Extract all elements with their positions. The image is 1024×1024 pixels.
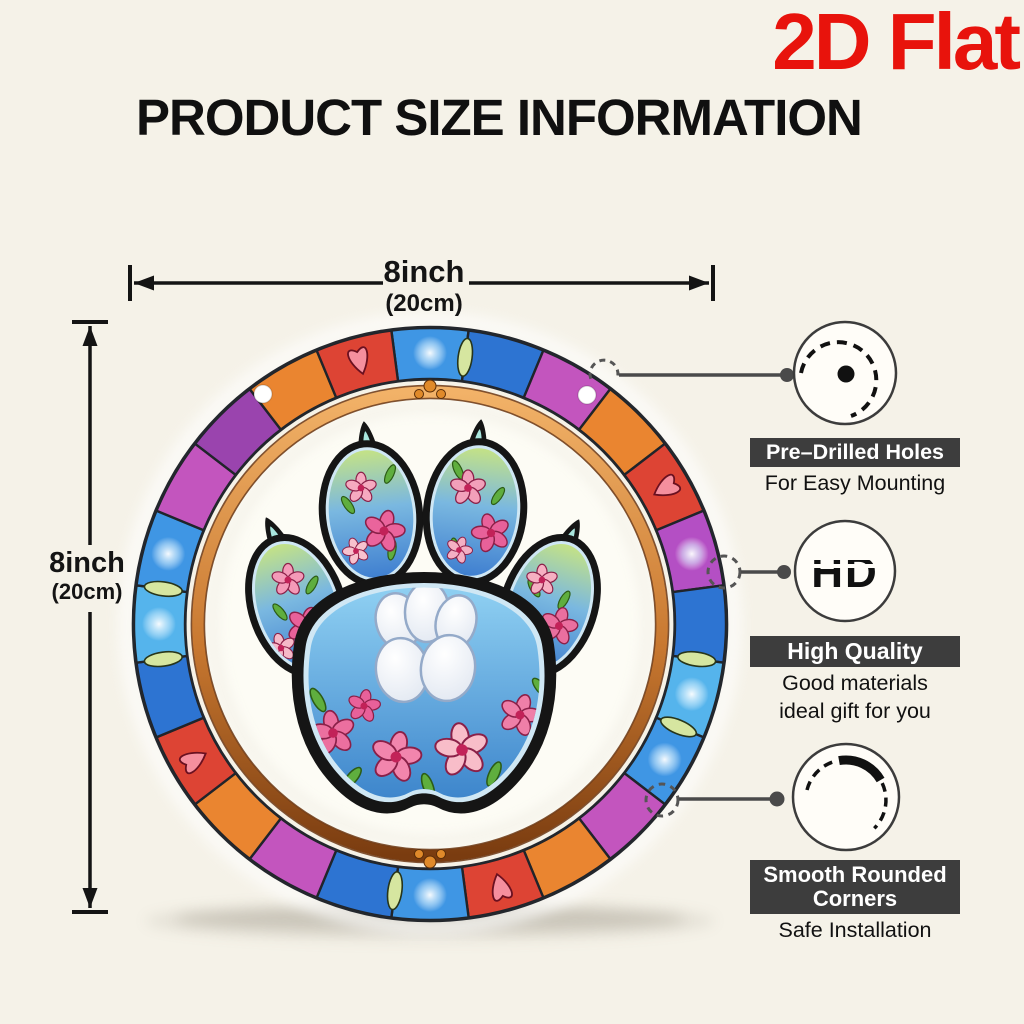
corner-marker [644,782,680,818]
paw-pad-stones [374,587,478,704]
feature-subtext-line2: ideal gift for you [779,698,931,723]
width-dimension [128,265,715,301]
leader-lines [619,373,787,801]
berry-ornaments [414,379,446,869]
height-dimension-label: 8inch (20cm) [25,548,149,604]
paw-artwork [245,417,601,814]
width-dimension-label: 8inch (20cm) [324,254,524,317]
quality-marker [706,554,742,590]
feature-subtext: Good materials ideal gift for you [750,670,960,726]
width-value: 8inch [383,254,465,289]
hd-icon [793,519,897,623]
feature-subtext-line1: Good materials [782,670,928,695]
feature-heading: High Quality [750,636,960,667]
flat-style-badge: 2D Flat [772,0,1021,86]
feature-smooth-rounded-corners: Smooth Rounded Corners Safe Installation [750,860,960,944]
page-title: PRODUCT SIZE INFORMATION [136,89,863,146]
pre-drilled-holes [253,384,597,405]
height-value: 8inch [49,547,125,579]
width-metric: (20cm) [385,289,463,317]
height-metric: (20cm) [51,579,123,605]
feature-heading: Pre–Drilled Holes [750,438,960,468]
feature-subtext: Safe Installation [778,917,932,942]
feature-markers [588,358,742,818]
feature-heading: Smooth Rounded Corners [750,860,960,914]
hole-marker [588,358,620,380]
hd-glyph: HD [811,548,879,597]
feature-pre-drilled-holes: Pre–Drilled Holes For Easy Mounting [750,438,960,498]
height-dimension [72,320,108,914]
feature-high-quality: High Quality Good materials ideal gift f… [750,636,960,726]
feature-subtext: For Easy Mounting [764,471,946,496]
